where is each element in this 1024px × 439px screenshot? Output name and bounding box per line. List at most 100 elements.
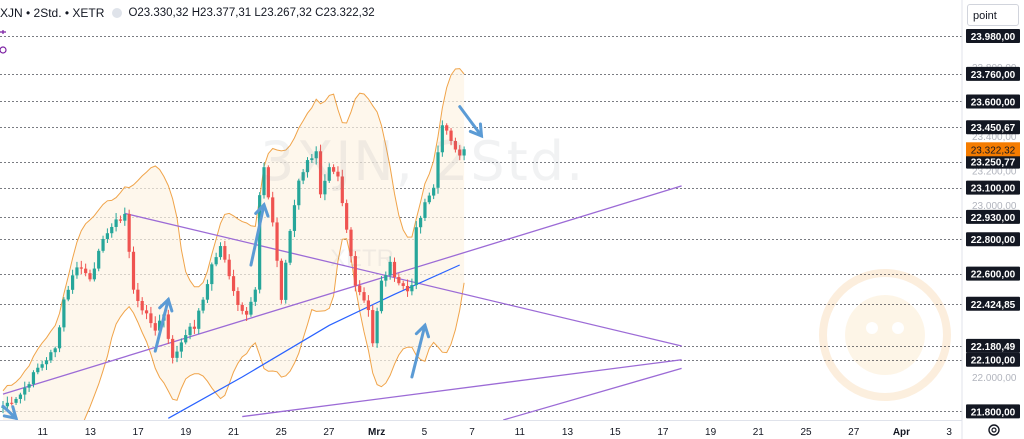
candle — [53, 346, 57, 358]
candle — [453, 137, 457, 153]
candle — [245, 307, 249, 321]
candle — [332, 164, 336, 175]
candle-body — [271, 197, 275, 223]
level-label-box — [966, 266, 1020, 281]
candle — [66, 285, 70, 302]
candle-body — [118, 219, 123, 221]
arrow-head — [468, 122, 484, 139]
candle — [371, 305, 375, 347]
level-price-label: 22.424,85 — [966, 296, 1020, 311]
price-tick-label: 23.200,00 — [972, 166, 1017, 177]
candle-body — [379, 280, 384, 312]
candle-body — [140, 300, 144, 311]
candle — [318, 144, 323, 199]
candle-body — [36, 367, 40, 373]
gear-icon[interactable] — [987, 423, 1001, 437]
candle — [201, 297, 205, 314]
candle-body — [288, 230, 292, 263]
price-tick-label: 23.400,00 — [972, 132, 1017, 143]
candle-body — [432, 187, 436, 196]
candle-body — [266, 167, 270, 198]
level-label-text: 22.100,00 — [971, 356, 1016, 367]
candle — [314, 146, 318, 165]
candle-body — [123, 213, 127, 221]
indicator-icon[interactable] — [0, 30, 8, 40]
candle — [40, 360, 44, 371]
candle — [44, 357, 49, 371]
candle — [462, 146, 466, 161]
time-tick-label: 11 — [515, 427, 526, 438]
candle — [236, 287, 240, 311]
candle-body — [358, 285, 362, 293]
candle-body — [5, 402, 9, 407]
price-tick-label: 22.000,00 — [972, 373, 1017, 384]
candle — [375, 307, 379, 348]
drawn-arrow — [410, 322, 431, 379]
time-tick-label: 17 — [133, 427, 145, 438]
candle-body — [392, 261, 397, 278]
candle-body — [14, 398, 18, 403]
monkey-logo-icon — [819, 269, 951, 401]
candle-body — [179, 342, 183, 352]
indicator-settings-icon[interactable] — [0, 45, 8, 55]
candle — [131, 246, 136, 294]
candle — [340, 169, 344, 207]
candle — [75, 261, 79, 279]
candle — [105, 228, 109, 243]
candle-body — [323, 180, 327, 195]
candle — [449, 128, 453, 146]
level-label-box — [966, 66, 1020, 81]
candle-body — [149, 313, 153, 324]
candle-body — [297, 180, 301, 206]
candle-body — [388, 261, 392, 276]
arrow-shaft — [153, 297, 170, 353]
candle-body — [305, 160, 310, 173]
candle-body — [427, 195, 431, 203]
candle-body — [223, 246, 227, 260]
candle — [18, 392, 22, 404]
candle — [197, 308, 201, 335]
candle — [458, 145, 462, 161]
trend-line — [2, 185, 682, 395]
level-label-box — [966, 296, 1020, 311]
candle-body — [353, 256, 357, 286]
unit-selector[interactable]: point — [967, 4, 1019, 26]
candle-body — [314, 151, 318, 159]
level-label-text: 22.180,49 — [971, 342, 1016, 353]
candle — [153, 316, 157, 336]
candle-body — [92, 268, 96, 280]
candle — [284, 259, 288, 304]
level-label-text: 22.424,85 — [971, 300, 1016, 311]
candle — [336, 166, 340, 182]
trend-line — [124, 212, 682, 347]
candle-body — [275, 222, 279, 261]
candle — [266, 165, 270, 200]
symbol-label[interactable]: XJN • 2Std. • XETR — [0, 6, 105, 20]
candle-body — [18, 394, 22, 399]
candle-body — [192, 326, 196, 329]
level-price-label: 23.250,77 — [966, 154, 1020, 169]
candle — [345, 199, 349, 234]
candle — [136, 282, 140, 308]
candle-body — [375, 311, 379, 344]
candle — [279, 258, 283, 304]
candle — [410, 278, 414, 296]
candle — [353, 251, 357, 292]
level-price-label: 22.100,00 — [966, 352, 1020, 367]
candle-body — [236, 291, 240, 305]
candle — [101, 235, 105, 253]
current-price-box — [966, 142, 1020, 157]
candle — [218, 242, 223, 260]
candle — [231, 269, 236, 296]
level-label-box — [966, 352, 1020, 367]
candle-body — [101, 238, 105, 251]
candle-body — [440, 125, 444, 153]
candle-body — [71, 275, 75, 290]
drawn-arrow — [1, 404, 19, 421]
candle — [114, 213, 118, 232]
candle-body — [423, 202, 427, 218]
level-label-text: 22.600,00 — [971, 270, 1016, 281]
candle-body — [401, 283, 405, 286]
candle — [10, 396, 14, 406]
